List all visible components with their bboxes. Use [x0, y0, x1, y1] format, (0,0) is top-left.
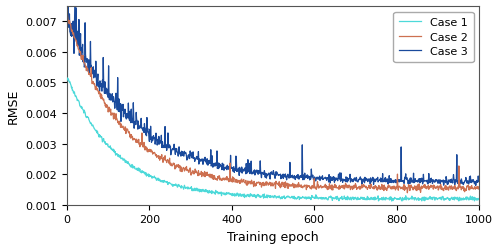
- Case 1: [106, 146, 112, 149]
- Legend: Case 1, Case 2, Case 3: Case 1, Case 2, Case 3: [394, 12, 473, 62]
- Case 3: [232, 171, 237, 174]
- Case 2: [386, 184, 392, 186]
- Case 3: [65, 6, 71, 8]
- Case 1: [386, 197, 392, 200]
- Case 2: [64, 13, 70, 16]
- Case 1: [246, 195, 252, 198]
- Case 2: [476, 186, 482, 189]
- Case 1: [393, 197, 399, 200]
- X-axis label: Training epoch: Training epoch: [227, 230, 319, 243]
- Case 1: [476, 197, 482, 200]
- Case 3: [393, 182, 399, 185]
- Line: Case 3: Case 3: [68, 7, 479, 186]
- Case 3: [246, 167, 252, 170]
- Case 2: [393, 188, 399, 191]
- Case 1: [231, 194, 237, 196]
- Case 2: [404, 192, 410, 194]
- Case 2: [106, 110, 112, 113]
- Case 2: [246, 183, 252, 186]
- Case 1: [347, 197, 353, 200]
- Case 2: [231, 177, 237, 180]
- Case 2: [347, 186, 353, 189]
- Case 3: [64, 24, 70, 26]
- Case 3: [107, 92, 113, 96]
- Case 3: [386, 181, 392, 184]
- Line: Case 2: Case 2: [68, 14, 479, 193]
- Case 1: [64, 77, 70, 80]
- Case 3: [348, 181, 354, 184]
- Case 3: [456, 185, 462, 188]
- Y-axis label: RMSE: RMSE: [7, 88, 20, 124]
- Case 1: [388, 200, 394, 203]
- Case 3: [476, 180, 482, 184]
- Line: Case 1: Case 1: [68, 79, 479, 201]
